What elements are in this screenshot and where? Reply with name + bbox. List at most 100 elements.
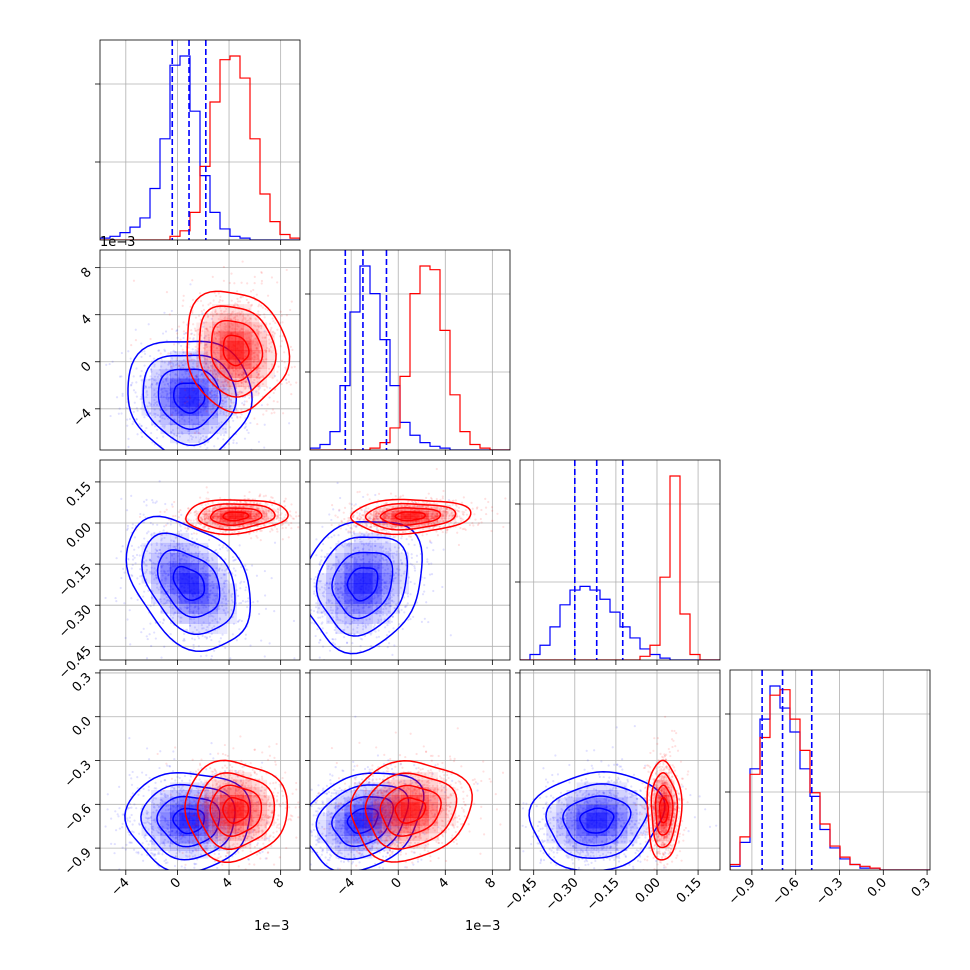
scatter-point	[217, 379, 220, 382]
y-tick-label: 0	[78, 359, 94, 375]
scatter-point	[193, 605, 197, 608]
scatter-point	[216, 620, 219, 624]
density-cell	[198, 553, 209, 564]
scatter-point	[246, 314, 250, 317]
scatter-point	[425, 546, 429, 549]
scatter-point	[373, 623, 376, 627]
contour-series_b	[198, 305, 277, 398]
scatter-point	[256, 341, 259, 344]
scatter-point	[160, 375, 163, 378]
scatter-point	[133, 556, 136, 559]
scatter-point	[224, 316, 227, 319]
scatter-point	[239, 372, 242, 376]
scatter-point	[210, 632, 213, 636]
scatter-point	[214, 337, 218, 341]
scatter-point	[374, 493, 377, 497]
scatter-point	[223, 317, 226, 320]
scatter-point	[165, 379, 168, 382]
density-cell	[151, 415, 161, 425]
scatter-point	[218, 640, 221, 643]
density-cell	[219, 313, 228, 323]
scatter-point	[240, 328, 243, 331]
scatter-point	[202, 565, 206, 568]
scatter-point	[255, 338, 258, 341]
scatter-point	[201, 570, 205, 573]
scatter-point	[186, 523, 189, 527]
scatter-point	[240, 619, 243, 623]
scatter-point	[150, 370, 153, 373]
scatter-point	[281, 321, 284, 324]
scatter-point	[209, 369, 213, 372]
scatter-point	[150, 543, 153, 546]
scatter-point	[278, 506, 282, 510]
scatter-point	[166, 522, 169, 525]
scatter-point	[212, 320, 215, 323]
scatter-point	[126, 527, 129, 530]
scatter-point	[145, 564, 148, 567]
contour-series_a	[156, 549, 221, 619]
scatter-point	[217, 378, 220, 381]
density-cell	[251, 386, 260, 397]
scatter-point	[156, 428, 159, 431]
density-cell	[170, 573, 180, 584]
scatter-point	[181, 364, 184, 367]
scatter-point	[244, 600, 247, 603]
scatter-point	[262, 524, 265, 527]
scatter-point	[238, 618, 241, 622]
scatter-point	[193, 545, 197, 548]
density-cell	[170, 360, 180, 370]
scatter-point	[205, 654, 208, 657]
scatter-point	[180, 431, 183, 434]
scatter-point	[362, 495, 365, 499]
scatter-point	[158, 598, 161, 601]
scatter-point	[252, 288, 255, 292]
scatter-point	[144, 385, 148, 388]
scatter-point	[153, 425, 157, 428]
scatter-point	[165, 394, 169, 397]
scatter-point	[127, 350, 130, 353]
scatter-point	[194, 551, 197, 554]
scatter-point	[293, 365, 296, 368]
scatter-point	[147, 386, 151, 389]
scatter-point	[164, 377, 168, 381]
density-cell	[204, 350, 213, 360]
scatter-point	[183, 639, 186, 642]
scatter-point	[249, 290, 253, 293]
scatter-point	[166, 562, 169, 565]
scatter-point	[218, 324, 221, 327]
scatter-point	[158, 415, 162, 419]
scatter-point	[125, 406, 128, 410]
scatter-point	[188, 429, 191, 432]
scatter-point	[165, 390, 168, 393]
scatter-point	[224, 387, 227, 390]
scatter-point	[126, 524, 129, 528]
scatter-point	[263, 655, 266, 658]
scatter-point	[177, 595, 180, 598]
scatter-point	[227, 572, 230, 575]
scatter-point	[314, 575, 317, 579]
scatter-point	[182, 299, 185, 302]
scatter-point	[197, 431, 200, 435]
scatter-point	[249, 543, 251, 545]
density-cell	[170, 378, 180, 389]
scatter-point	[210, 584, 213, 587]
scatter-point	[223, 582, 226, 585]
scatter-point	[318, 641, 321, 644]
scatter-point	[194, 436, 198, 439]
scatter-point	[165, 377, 168, 380]
scatter-point	[174, 351, 178, 354]
scatter-point	[183, 423, 186, 426]
scatter-point	[149, 368, 153, 371]
scatter-point	[140, 574, 144, 577]
scatter-point	[168, 561, 171, 564]
scatter-point	[255, 530, 258, 533]
scatter-point	[255, 574, 259, 577]
scatter-point	[202, 361, 205, 365]
scatter-point	[157, 349, 160, 352]
scatter-point	[410, 553, 413, 556]
scatter-point	[225, 546, 228, 549]
scatter-point	[276, 530, 279, 533]
scatter-point	[173, 500, 176, 504]
scatter-point	[229, 372, 232, 375]
